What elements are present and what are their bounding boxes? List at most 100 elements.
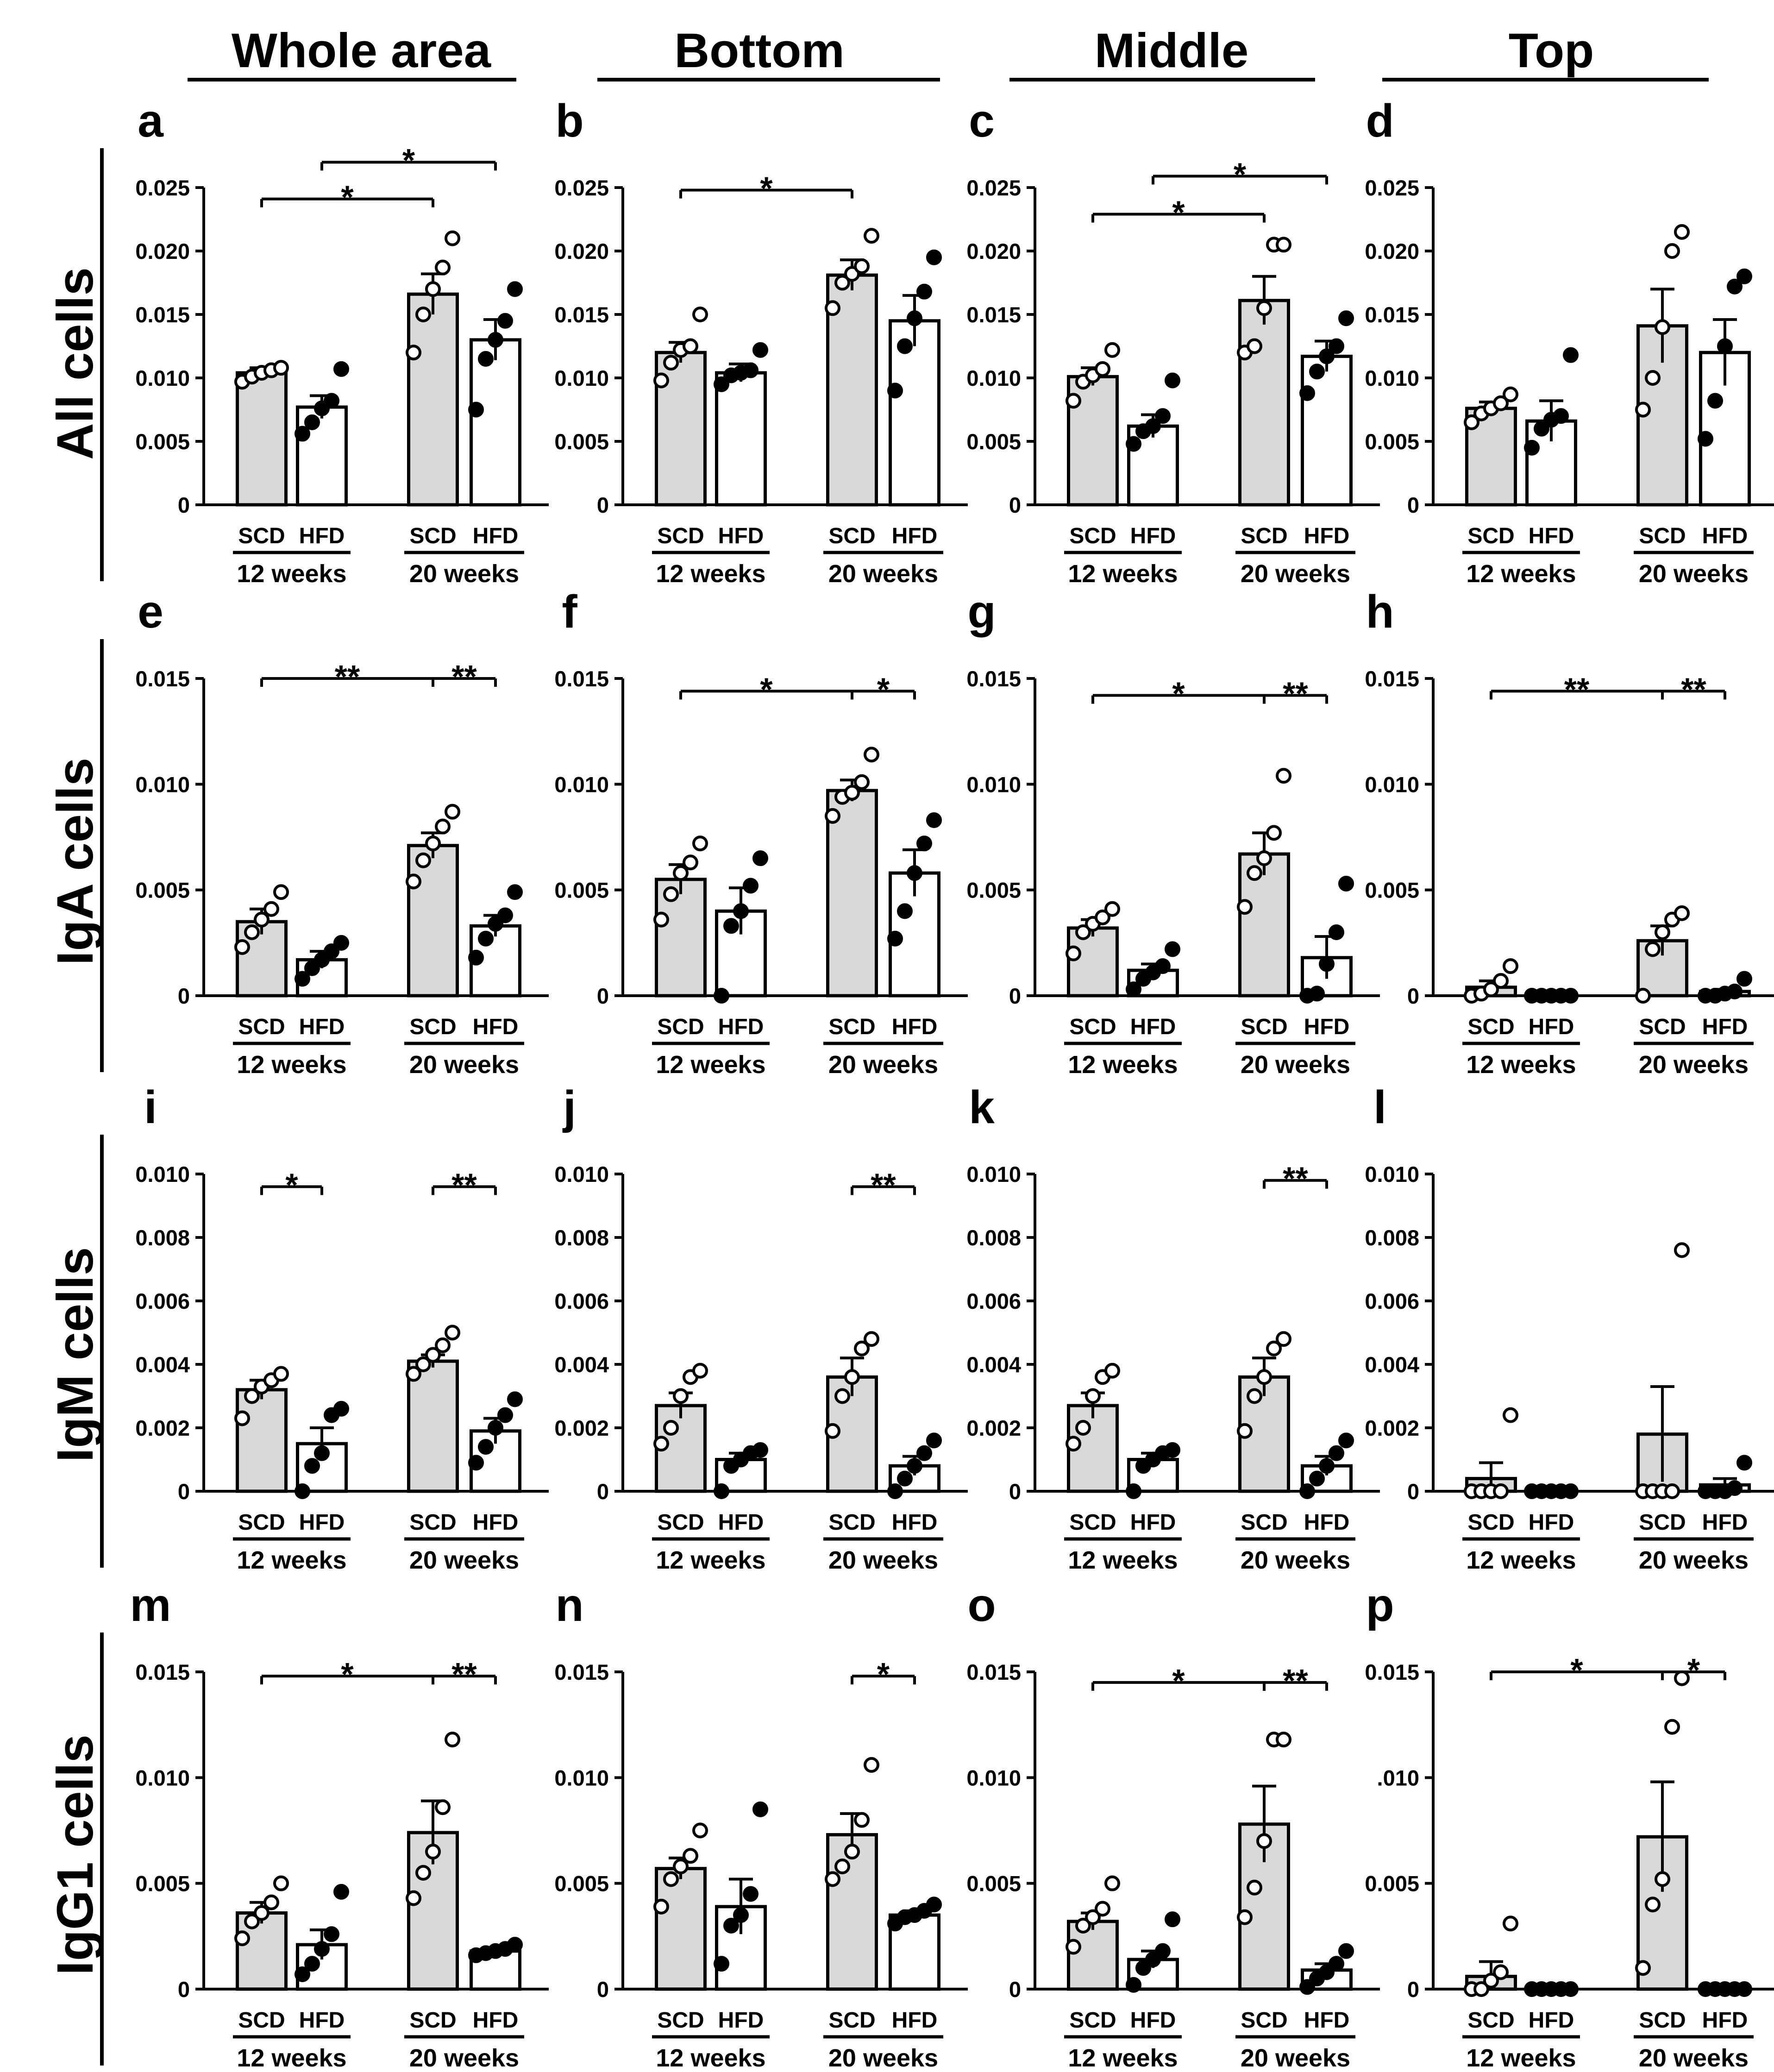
significance-label: *: [1172, 1663, 1185, 1699]
panel-letter: p: [1366, 1579, 1394, 1631]
scd-point: [864, 1757, 879, 1773]
group-label: 20 weeks: [409, 1546, 519, 1574]
category-label: HFD: [473, 1510, 519, 1535]
scd-point: [273, 884, 289, 900]
scd-point: [1266, 1340, 1282, 1356]
bar: [1067, 926, 1119, 998]
panel-letter: k: [969, 1081, 995, 1133]
scd-point: [1247, 338, 1262, 354]
scd-point: [825, 300, 840, 316]
y-tick-label: 0.005: [135, 878, 190, 903]
hfd-point: [1563, 988, 1579, 1004]
hfd-point: [324, 943, 339, 960]
hfd-point: [304, 1458, 320, 1474]
hfd-point: [1319, 956, 1335, 972]
y-tick-label: 0: [1009, 984, 1021, 1008]
y-tick-label: 0.010: [966, 1765, 1021, 1790]
y-tick-label: 0: [1009, 1977, 1021, 2002]
hfd-point: [324, 393, 339, 409]
row-label: IgM cells: [47, 1247, 104, 1463]
category-label: SCD: [1467, 1015, 1514, 1039]
y-tick-label: 0.008: [135, 1225, 190, 1250]
y-tick-label: 0: [1407, 493, 1419, 517]
hfd-point: [1563, 1483, 1579, 1499]
category-label: HFD: [718, 1015, 764, 1039]
category-label: HFD: [892, 524, 938, 548]
scd-point: [683, 1848, 698, 1864]
category-label: HFD: [1130, 524, 1176, 548]
category-label: SCD: [409, 524, 456, 548]
group-label: 12 weeks: [1068, 1051, 1178, 1079]
row-label: IgG1 cells: [47, 1734, 104, 1975]
hfd-point: [333, 361, 349, 377]
significance-label: *: [877, 671, 890, 707]
group-label: 12 weeks: [1466, 1546, 1576, 1574]
category-label: SCD: [1467, 524, 1514, 548]
panel-n: n 0 0.005 0.010 0.015 * SCD HFD SCD HFD 12 weeks 20…: [554, 1579, 968, 2072]
scd-point: [1483, 1972, 1499, 1989]
group-label: 12 weeks: [237, 1051, 346, 1079]
y-tick-label: 0.015: [554, 1660, 609, 1684]
significance-label: **: [871, 1167, 896, 1203]
y-tick-label: 0.020: [135, 239, 190, 264]
bar: [407, 844, 459, 998]
y-tick-label: 0.015: [135, 666, 190, 691]
scd-point: [415, 1356, 431, 1372]
hfd-point: [926, 812, 942, 828]
scd-point: [435, 1337, 451, 1353]
scd-point: [1645, 370, 1661, 386]
y-tick-label: 0.005: [966, 878, 1021, 903]
scd-point: [864, 1331, 879, 1347]
hfd-point: [1165, 372, 1180, 389]
category-label: HFD: [1529, 2008, 1574, 2033]
scd-point: [254, 1905, 270, 1921]
y-tick-label: 0.025: [966, 176, 1021, 200]
scd-point: [1266, 825, 1282, 841]
scd-point: [1635, 402, 1651, 418]
y-tick-label: 0.010: [966, 772, 1021, 797]
group-label: 12 weeks: [1068, 560, 1178, 588]
panel-letter: i: [144, 1081, 157, 1133]
scd-point: [445, 1325, 460, 1341]
y-tick-label: .010: [1377, 1765, 1419, 1790]
y-tick-label: 0.010: [135, 1162, 190, 1187]
category-label: HFD: [1702, 524, 1748, 548]
group-label: 20 weeks: [1639, 560, 1749, 588]
group-label: 12 weeks: [656, 1546, 765, 1574]
y-tick-label: 0.015: [966, 1660, 1021, 1684]
y-tick-label: 0.025: [554, 176, 609, 200]
hfd-point: [1319, 348, 1335, 364]
significance-label: *: [1570, 1652, 1583, 1688]
category-label: HFD: [1304, 1015, 1350, 1039]
hfd-point: [1126, 1483, 1141, 1499]
hfd-point: [1165, 1442, 1180, 1458]
scd-point: [854, 1340, 870, 1356]
panel-f: f 0 0.005 0.010 0.015 * * SCD HFD SCD HFD 12 weeks 2…: [554, 586, 968, 1079]
significance-label: *: [341, 1656, 354, 1692]
category-label: SCD: [1069, 1510, 1116, 1535]
y-tick-label: 0.010: [135, 772, 190, 797]
category-label: HFD: [473, 524, 519, 548]
panel-letter: e: [138, 586, 163, 638]
hfd-point: [497, 1407, 513, 1423]
scd-point: [1256, 850, 1272, 866]
category-label: SCD: [828, 2008, 875, 2033]
hfd-point: [1698, 431, 1713, 447]
hfd-point: [733, 1907, 749, 1923]
scd-point: [825, 808, 840, 824]
group-label: 20 weeks: [409, 2044, 519, 2072]
y-tick-label: 0: [597, 1977, 609, 2002]
hfd-point: [1553, 408, 1569, 424]
hfd-point: [926, 249, 942, 265]
category-label: SCD: [657, 2008, 704, 2033]
scd-point: [683, 338, 698, 354]
hfd-point: [478, 1439, 494, 1455]
panel-letter: j: [562, 1081, 576, 1133]
y-tick-label: 0.015: [1365, 666, 1419, 691]
y-tick-label: 0.020: [966, 239, 1021, 264]
scd-point: [1256, 1369, 1272, 1385]
category-label: HFD: [718, 524, 764, 548]
y-tick-label: 0: [178, 493, 190, 517]
y-tick-label: 0: [1407, 984, 1419, 1008]
scd-point: [1464, 414, 1479, 430]
